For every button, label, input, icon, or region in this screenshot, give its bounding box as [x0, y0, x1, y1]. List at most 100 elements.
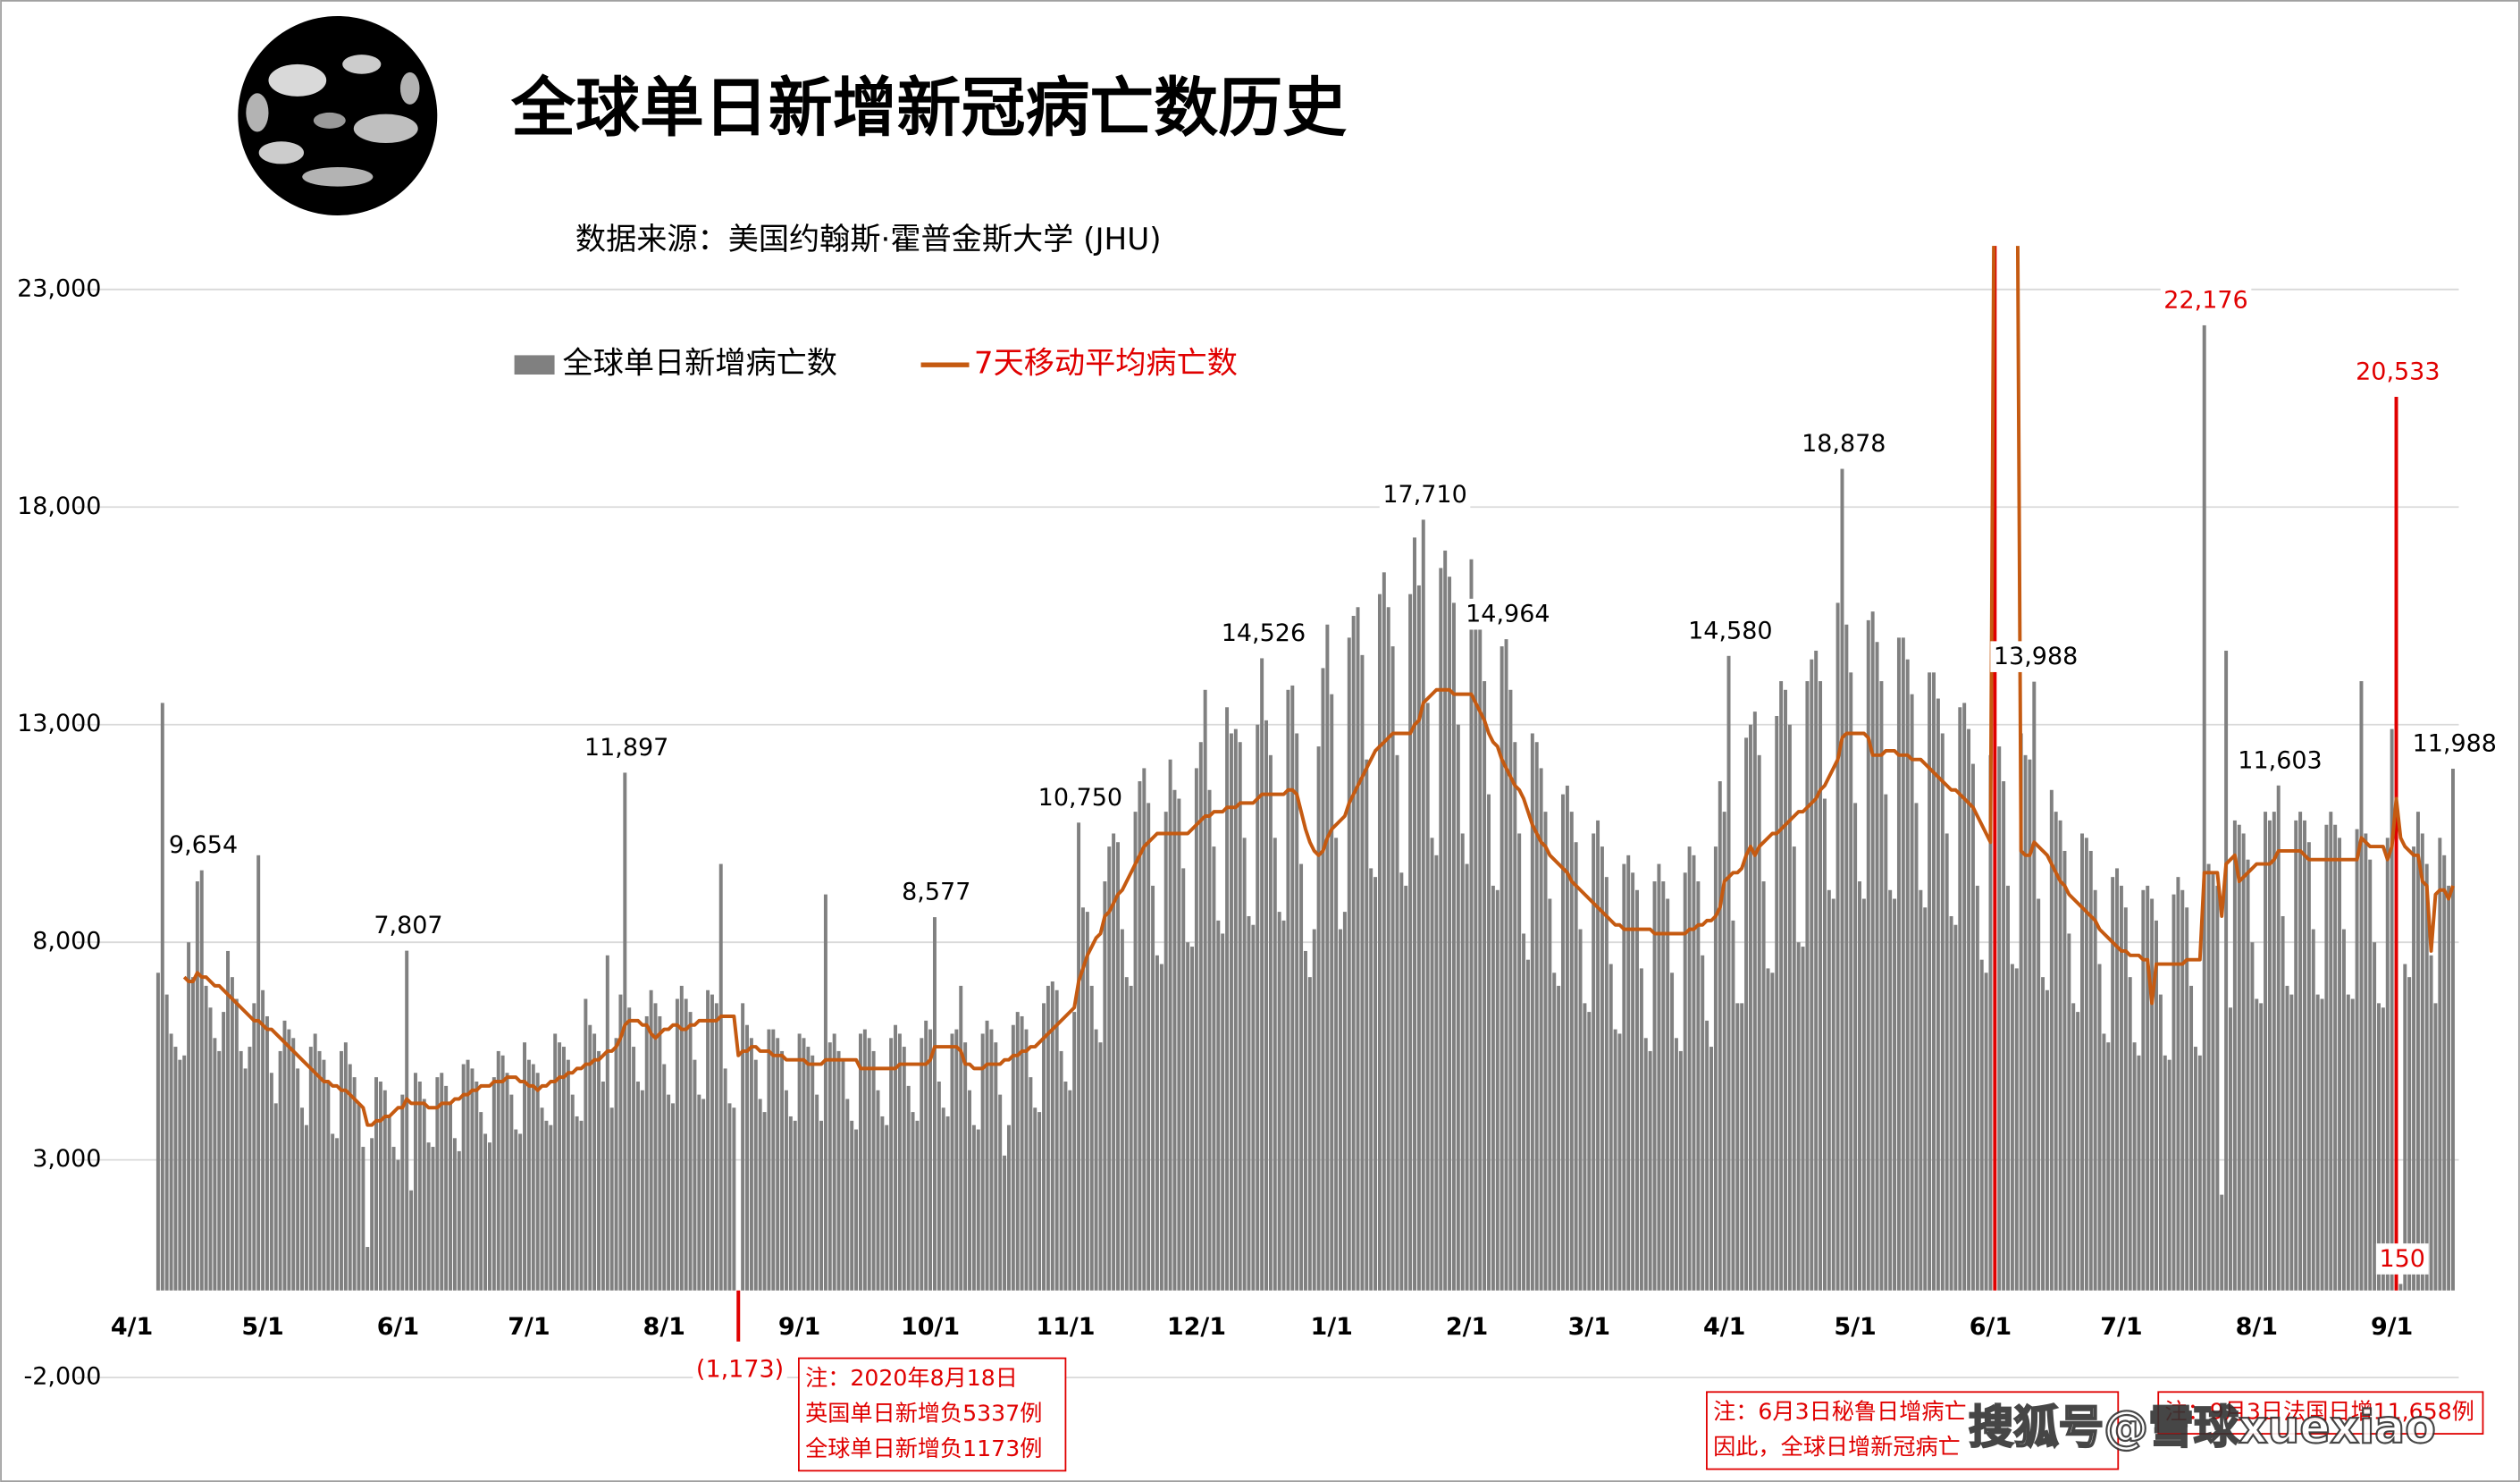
bar — [300, 1107, 305, 1291]
bar — [723, 1068, 727, 1291]
bar — [1330, 694, 1334, 1291]
bar — [160, 703, 164, 1291]
bar — [1347, 637, 1351, 1291]
bar — [741, 1003, 745, 1291]
bar — [2281, 915, 2285, 1291]
bar — [256, 855, 261, 1291]
bar — [343, 1042, 348, 1291]
bar — [1508, 689, 1513, 1291]
bar — [1543, 812, 1548, 1291]
value-label: 14,580 — [1688, 617, 1772, 644]
bar — [518, 1133, 523, 1291]
bar — [1413, 537, 1416, 1291]
bar — [2041, 977, 2045, 1291]
bar — [1373, 877, 1378, 1291]
note-box — [797, 1357, 1067, 1472]
bar — [758, 1099, 762, 1291]
bar — [1613, 1029, 1617, 1291]
bar — [718, 863, 723, 1291]
bar — [1251, 924, 1256, 1291]
bar — [688, 1012, 693, 1291]
bar — [1657, 863, 1661, 1291]
bar — [727, 1103, 732, 1291]
bar — [732, 1107, 736, 1291]
bar — [653, 1003, 658, 1291]
bar — [549, 1124, 553, 1291]
bar — [1574, 842, 1578, 1291]
bar — [326, 1082, 331, 1291]
bar — [178, 1059, 182, 1291]
x-tick-label: 11/1 — [1036, 1313, 1095, 1341]
bar — [370, 1138, 374, 1291]
value-label-bg — [2352, 356, 2444, 388]
bar — [1089, 985, 1094, 1291]
bar — [1029, 1077, 1033, 1291]
bar — [1831, 898, 1835, 1291]
bar — [1098, 1042, 1103, 1291]
bar — [2415, 812, 2420, 1291]
bar — [273, 1103, 278, 1291]
bar — [1006, 1124, 1011, 1291]
bar — [1356, 607, 1360, 1291]
value-label: 14,964 — [1466, 601, 1550, 628]
bar — [806, 1047, 811, 1291]
bar — [819, 1120, 823, 1291]
bar — [365, 1247, 370, 1291]
bar — [1674, 1038, 1678, 1291]
bar — [2058, 820, 2062, 1291]
bar — [632, 1047, 636, 1291]
bar — [1277, 912, 1281, 1291]
bar — [461, 1064, 466, 1291]
note-text: 注：9月3日法国日增11,658例 — [2164, 1399, 2474, 1425]
bar — [1238, 742, 1242, 1291]
bar — [1557, 985, 1561, 1291]
bar — [889, 1038, 894, 1291]
bar — [1443, 550, 1448, 1291]
bar — [335, 1138, 340, 1291]
note-text: 注：6月3日秘鲁日增病亡 — [1713, 1399, 1967, 1425]
x-tick-label: 7/1 — [2100, 1313, 2142, 1341]
bar — [1107, 846, 1112, 1291]
value-label-bg — [1990, 641, 2081, 672]
bar — [959, 985, 963, 1291]
bar — [1316, 746, 1321, 1291]
bar — [784, 1090, 788, 1291]
value-label-bg — [1379, 479, 1471, 510]
x-tick-label: 12/1 — [1167, 1313, 1226, 1341]
bar — [592, 1033, 597, 1291]
note-text: 全球单日新增负1173例 — [805, 1436, 1042, 1461]
bar — [2385, 838, 2390, 1291]
bar — [1242, 838, 1247, 1291]
bar — [1499, 646, 1504, 1291]
bar — [1835, 602, 1840, 1291]
bar — [2229, 1007, 2232, 1291]
bar — [1670, 973, 1675, 1291]
bar — [1080, 907, 1085, 1291]
bar — [2032, 681, 2037, 1291]
bar — [2062, 850, 2067, 1291]
bar — [710, 994, 714, 1291]
bar — [243, 1068, 248, 1291]
bar — [1465, 863, 1469, 1291]
bar — [954, 1029, 959, 1291]
bar — [605, 955, 609, 1291]
bar — [2111, 877, 2115, 1291]
bar — [1229, 733, 1233, 1291]
bar — [2368, 859, 2373, 1291]
bar — [1133, 812, 1138, 1291]
bar — [2019, 733, 2023, 1291]
bar — [400, 1094, 405, 1291]
bar — [444, 1085, 449, 1291]
x-tick-label: 5/1 — [1834, 1313, 1876, 1341]
bar — [1448, 577, 1452, 1291]
bar — [1273, 838, 1277, 1291]
bar — [1713, 846, 1718, 1291]
bar — [1722, 812, 1726, 1291]
bar — [998, 1094, 1003, 1291]
bar — [1604, 877, 1609, 1291]
legend: 全球单日新增病亡数 7天移动平均病亡数 — [514, 346, 1238, 382]
bar — [1709, 1047, 1713, 1291]
bar — [466, 1059, 470, 1291]
bar — [2167, 1059, 2171, 1291]
bar — [1020, 1015, 1024, 1291]
